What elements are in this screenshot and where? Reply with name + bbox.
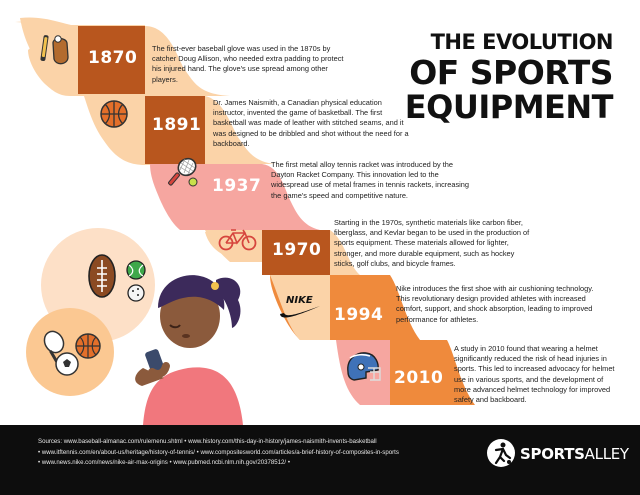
segment-1891-dark (145, 96, 205, 164)
nike-swoosh-icon: NIKE (280, 295, 320, 318)
brand-light: ALLEY (584, 445, 629, 463)
year-2010: 2010 (394, 368, 444, 388)
title-line-2: OF SPORTS (409, 53, 613, 92)
football-helmet-icon (347, 352, 381, 381)
title-line-1: THE EVOLUTION (430, 30, 614, 54)
segment-1870-dark (78, 26, 145, 94)
year-1937: 1937 (212, 176, 262, 196)
sources-list: Sources: www.baseball-almanac.com/ruleme… (38, 437, 458, 469)
brand-logo[interactable]: SPORTSALLEY (520, 445, 629, 463)
description-2010: A study in 2010 found that wearing a hel… (454, 344, 615, 405)
year-1891: 1891 (152, 115, 202, 135)
bicycle-icon (218, 229, 257, 251)
tennis-racket-icon (168, 157, 198, 187)
source-line-2: • www.itftennis.com/en/about-us/heritage… (38, 448, 399, 456)
balls-stack-icon (126, 260, 146, 302)
nike-logo-text: NIKE (286, 295, 313, 306)
description-1870: The first-ever baseball glove was used i… (152, 44, 344, 84)
baseball-bat-glove-icon (40, 35, 69, 65)
source-line-3: • www.news.nike.com/news/nike-air-max-or… (38, 459, 290, 467)
segment-1994-orange (330, 275, 390, 340)
soccer-player-logo-icon (487, 439, 515, 467)
segment-1970-dark (262, 230, 330, 275)
title-line-3: EQUIPMENT (404, 88, 614, 126)
basketball-icon (100, 100, 128, 128)
description-1970: Starting in the 1970s, synthetic materia… (334, 218, 530, 268)
description-1891: Dr. James Naismith, a Canadian physical … (213, 98, 409, 148)
segment-1937-pink (205, 164, 262, 230)
footer-bar (0, 425, 640, 495)
source-line-1: Sources: www.baseball-almanac.com/ruleme… (38, 438, 377, 445)
brand-bold: SPORTS (520, 445, 585, 463)
segment-2010-orange (390, 340, 447, 405)
year-1970: 1970 (272, 240, 322, 260)
girl-with-phone-illustration (135, 275, 243, 425)
year-1870: 1870 (88, 48, 138, 68)
year-1994: 1994 (334, 305, 384, 325)
american-football-icon (88, 254, 116, 298)
equipment-circle-lower (26, 308, 114, 396)
sports-gear-cluster-icon (43, 330, 101, 376)
description-1994: Nike introduces the first shoe with air … (396, 284, 594, 324)
description-1937: The first metal alloy tennis racket was … (271, 160, 469, 200)
